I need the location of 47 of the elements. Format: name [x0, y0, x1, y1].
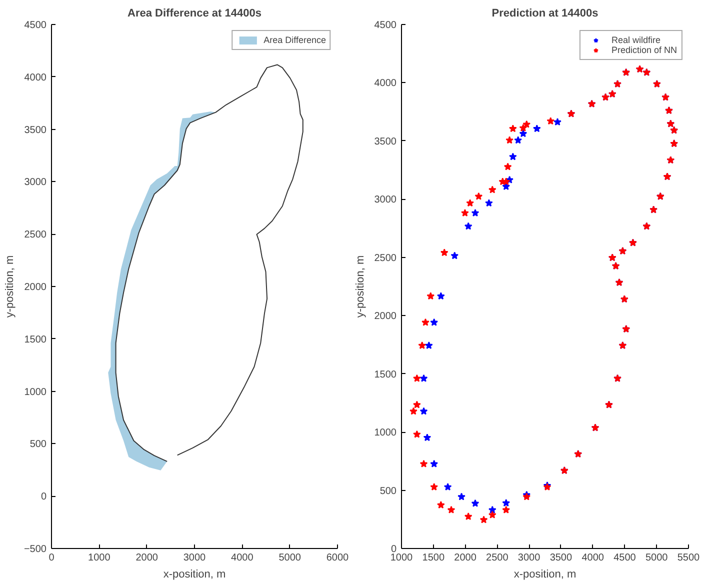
x-tick-label: 4000 [582, 552, 604, 564]
x-axis-title: x-position, m [163, 568, 226, 580]
x-tick-label: 2000 [136, 552, 158, 564]
x-tick-label: 3500 [550, 552, 573, 564]
y-tick-label: 1500 [374, 369, 397, 380]
legend-label: Prediction of NN [611, 45, 677, 55]
y-axis-title: y-position, m [354, 255, 366, 318]
y-tick-label: 2500 [24, 230, 47, 241]
y-tick-label: 500 [380, 486, 397, 497]
x-tick-label: 1500 [422, 552, 445, 564]
y-tick-label: 2000 [374, 311, 397, 322]
x-tick-label: 5500 [677, 552, 700, 564]
x-tick-label: 1000 [390, 552, 414, 564]
legend-label: Real wildfire [611, 35, 660, 45]
y-tick-label: 3000 [374, 194, 397, 206]
x-tick-label: 3000 [518, 552, 541, 564]
x-tick-label: 2000 [454, 552, 477, 564]
y-tick-label: −500 [24, 544, 47, 555]
chart-title: Prediction at 14400s [492, 8, 598, 20]
x-tick-label: 5000 [278, 552, 302, 564]
y-tick-label: 4500 [24, 20, 47, 31]
y-tick-label: 0 [40, 492, 47, 503]
y-tick-label: 4500 [374, 20, 397, 31]
y-tick-label: 4000 [374, 78, 397, 90]
chart-title: Area Difference at 14400s [128, 8, 262, 20]
y-tick-label: 0 [390, 544, 397, 555]
y-tick-label: 2000 [24, 282, 47, 293]
y-tick-label: 1500 [24, 334, 47, 346]
legend-label: Area Difference [264, 35, 326, 45]
y-tick-label: 1000 [24, 386, 47, 398]
x-tick-label: 0 [48, 552, 55, 564]
x-tick-label: 4000 [231, 552, 254, 564]
y-tick-label: 3000 [24, 177, 47, 188]
x-tick-label: 4500 [614, 552, 636, 564]
y-tick-label: 500 [30, 439, 47, 450]
y-tick-label: 4000 [24, 72, 47, 84]
x-tick-label: 6000 [326, 552, 350, 564]
x-tick-label: 1000 [88, 552, 111, 564]
x-tick-label: 3000 [183, 552, 206, 564]
y-tick-label: 3500 [24, 124, 47, 136]
y-tick-label: 1000 [374, 428, 397, 439]
y-axis-title: y-position, m [4, 255, 16, 318]
x-axis-title: x-position, m [514, 568, 576, 580]
y-tick-label: 2500 [374, 252, 397, 264]
x-tick-label: 5000 [645, 552, 668, 564]
y-tick-label: 3500 [374, 136, 397, 148]
x-tick-label: 2500 [486, 552, 509, 564]
